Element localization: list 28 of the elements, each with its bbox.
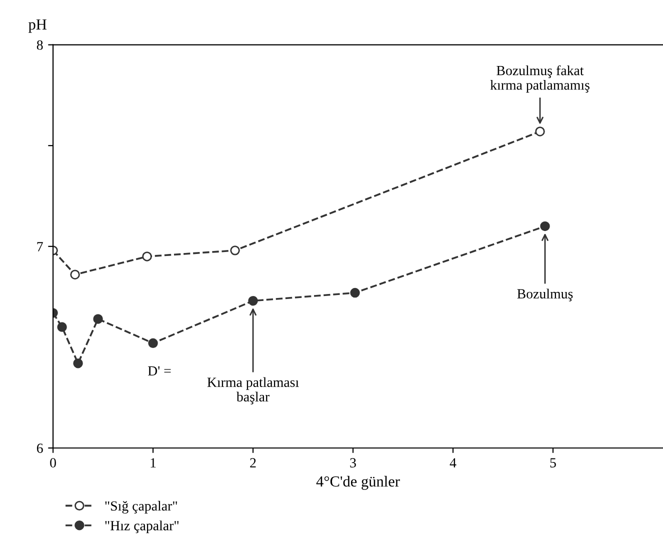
x-tick-label: 0 bbox=[50, 458, 56, 468]
x-tick-label: 2 bbox=[250, 458, 256, 468]
legend-label: "Hız çapalar" bbox=[105, 520, 179, 534]
point bbox=[148, 338, 158, 348]
x-tick-label: 5 bbox=[550, 458, 556, 468]
x-tick-label: 3 bbox=[350, 458, 356, 468]
point bbox=[350, 288, 360, 298]
annotation: D' = bbox=[148, 366, 171, 376]
point bbox=[248, 296, 258, 306]
annotation: Kırma patlaması başlar bbox=[207, 377, 299, 404]
point bbox=[70, 270, 80, 280]
point bbox=[142, 252, 152, 262]
annotation: Bozulmuş bbox=[517, 288, 573, 302]
x-tick-label: 1 bbox=[150, 458, 156, 468]
point bbox=[540, 221, 550, 232]
y-tick-label: 8 bbox=[36, 40, 43, 50]
point bbox=[230, 246, 240, 256]
x-axis-title: 4°C'de günler bbox=[316, 476, 400, 490]
x-tick-label: 4 bbox=[450, 458, 456, 468]
point bbox=[93, 314, 103, 324]
annotation: Bozulmuş fakat kırma patlamamış bbox=[490, 65, 590, 93]
point bbox=[57, 322, 67, 332]
legend-label: "Sığ çapalar" bbox=[105, 500, 177, 514]
point bbox=[535, 126, 545, 136]
y-tick-label: 6 bbox=[36, 444, 43, 453]
y-axis-title: pH bbox=[28, 19, 46, 33]
point bbox=[73, 358, 83, 368]
y-tick-label: 7 bbox=[37, 242, 43, 252]
